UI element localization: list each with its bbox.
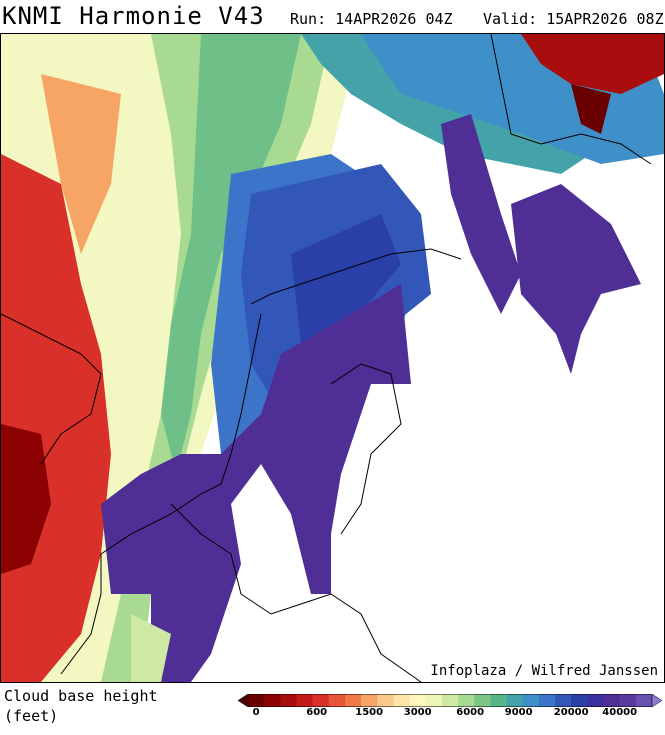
variable-label: Cloud base height (feet) (4, 686, 158, 726)
border-line (170, 503, 422, 682)
colorbar-cell (280, 694, 297, 707)
colorbar-tick-label: 1500 (355, 707, 384, 718)
forecast-map: Infoplaza / Wilfred Janssen (0, 33, 665, 683)
colorbar-tick-label: 0 (252, 707, 260, 718)
colorbar-cell (344, 694, 362, 707)
colorbar-cell (506, 694, 524, 707)
colorbar-cell (361, 694, 378, 707)
colorbar-cell (538, 694, 556, 707)
colorbar-cell (377, 694, 394, 707)
field-purple-east (511, 184, 641, 374)
field-purple-streak (441, 114, 521, 314)
colorbar-cell (587, 694, 604, 707)
colorbar-tick-label: 3000 (403, 707, 432, 718)
colorbar-left-arrow (238, 694, 249, 707)
field-green (161, 34, 301, 474)
colorbar-cell (522, 694, 540, 707)
colorbar-tick-label: 9000 (504, 707, 533, 718)
colorbar-tick-label: 600 (306, 707, 328, 718)
valid-time-label: Valid: 15APR2026 08Z (483, 10, 664, 28)
cloud-base-field (1, 34, 664, 682)
variable-label-line2: (feet) (4, 707, 59, 725)
colorbar-tick-label: 40000 (602, 707, 638, 718)
coastline-ne (490, 34, 652, 165)
field-orange (41, 74, 121, 254)
colorbar-cell (425, 694, 443, 707)
coastline-west (1, 313, 102, 465)
colorbar-cell (328, 694, 346, 707)
colorbar-cell (393, 694, 410, 707)
color-scale-bar (238, 694, 662, 707)
field-deep-blue (291, 214, 401, 344)
colorbar-tick-label: 20000 (553, 707, 589, 718)
colorbar-cell (635, 694, 653, 707)
colorbar-cell (490, 694, 507, 707)
colorbar-right-arrow (651, 694, 662, 707)
field-darkred-spot (571, 84, 611, 134)
field-darkred-west (1, 424, 51, 574)
colorbar-cell (264, 694, 281, 707)
colorbar-cell (555, 694, 572, 707)
colorbar-cell (603, 694, 620, 707)
colorbar-cell (458, 694, 475, 707)
colorbar-cell (571, 694, 588, 707)
border-line-north (330, 363, 402, 535)
colorbar-cell (619, 694, 637, 707)
colorbar-tick-label: 6000 (456, 707, 485, 718)
field-purple-main (101, 284, 411, 682)
map-title: KNMI Harmonie V43 (2, 2, 265, 30)
field-darkred-ne (521, 34, 664, 94)
colorbar-cell (441, 694, 459, 707)
colorbar-cell (312, 694, 330, 707)
variable-label-line1: Cloud base height (4, 687, 158, 705)
field-lightgreen-sw (131, 614, 171, 682)
colorbar-cell (474, 694, 491, 707)
credit-label: Infoplaza / Wilfred Janssen (430, 663, 658, 679)
run-time-label: Run: 14APR2026 04Z (290, 10, 453, 28)
coastline (60, 248, 462, 675)
colorbar-cell (248, 694, 265, 707)
colorbar-cell (296, 694, 313, 707)
colorbar-cell (409, 694, 427, 707)
